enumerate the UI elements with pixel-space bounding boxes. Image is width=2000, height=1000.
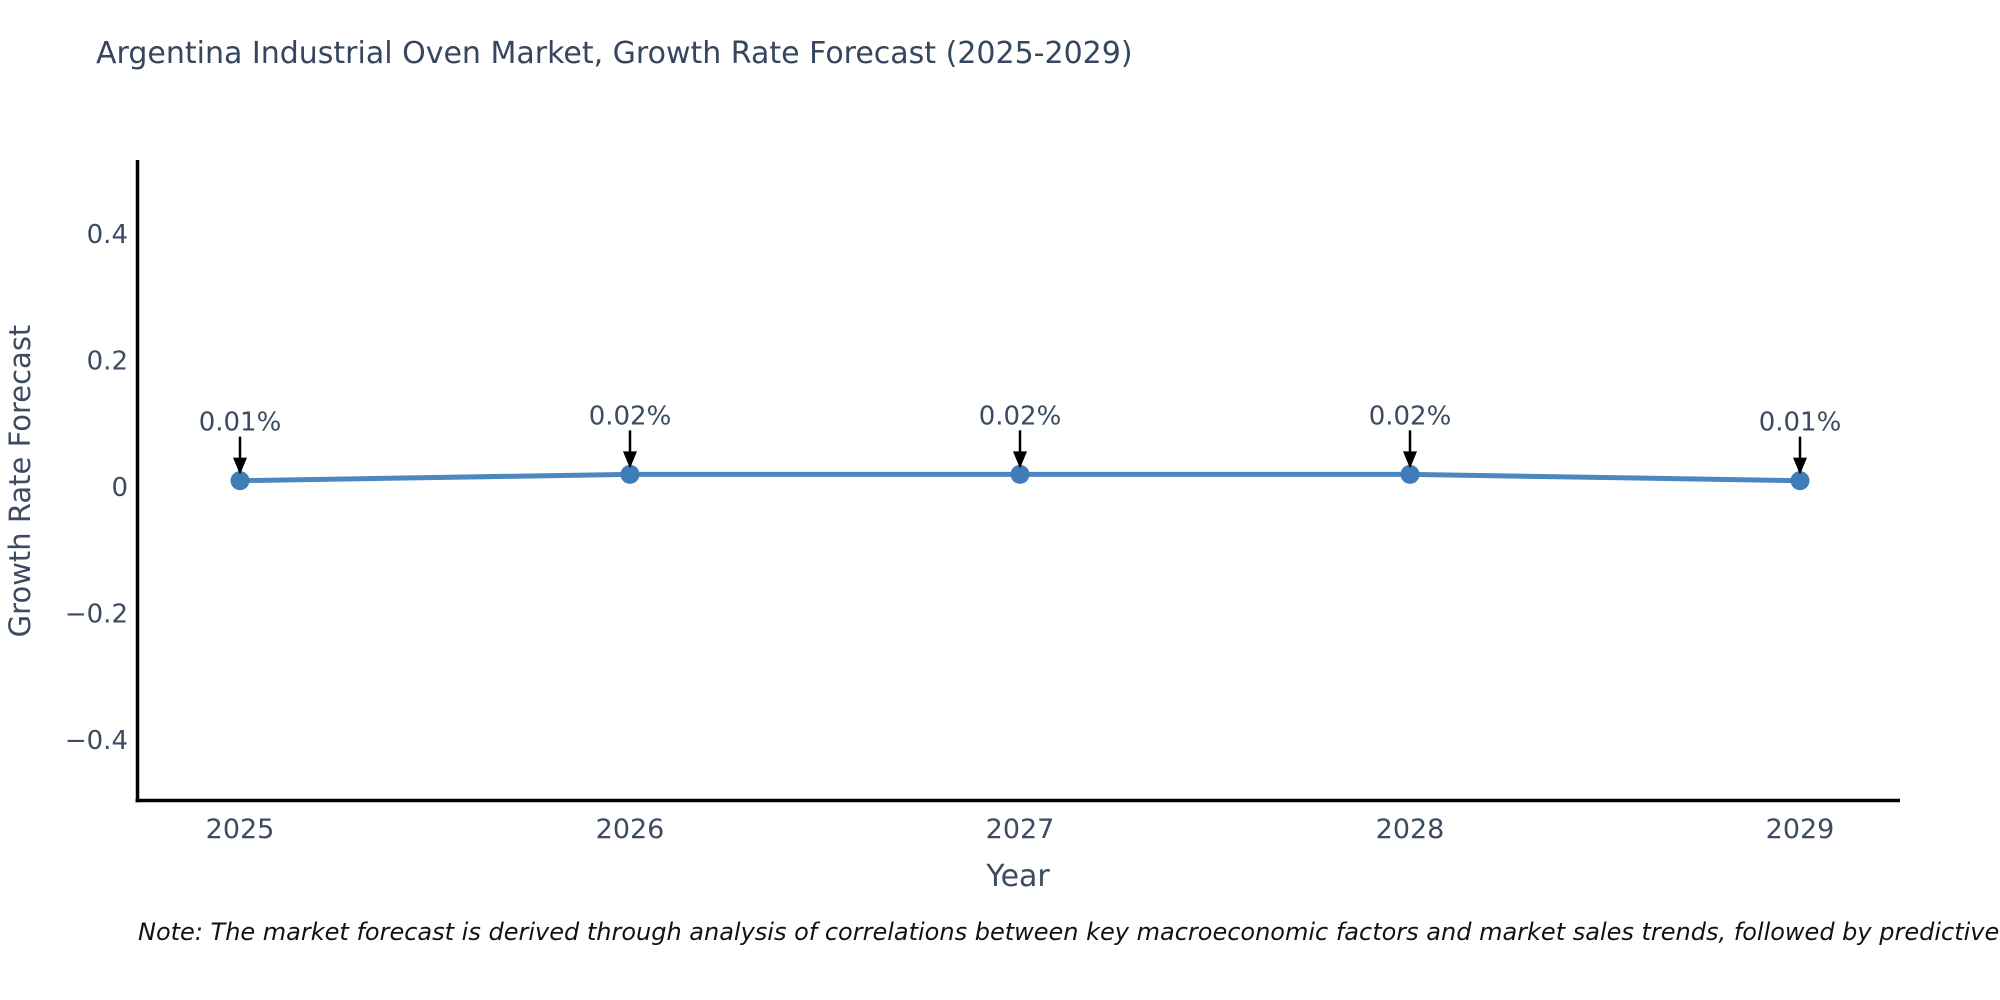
data-point-marker	[620, 464, 640, 484]
y-tick-label: −0.2	[65, 600, 128, 630]
x-tick-label: 2027	[986, 814, 1055, 845]
data-point-marker	[1400, 464, 1420, 484]
y-axis-title: Growth Rate Forecast	[3, 325, 37, 638]
point-value-label: 0.02%	[589, 401, 672, 431]
data-point-marker	[1790, 471, 1810, 491]
point-value-label: 0.02%	[979, 401, 1062, 431]
x-tick-label: 2028	[1376, 814, 1445, 845]
annotation-arrowhead-icon	[1013, 451, 1027, 469]
x-tick-label: 2029	[1766, 814, 1835, 845]
y-tick-label: −0.4	[65, 726, 128, 756]
x-tick-label: 2025	[206, 814, 275, 845]
annotation-arrowhead-icon	[1403, 451, 1417, 469]
annotation-arrowhead-icon	[623, 451, 637, 469]
point-value-label: 0.01%	[1759, 408, 1842, 438]
point-value-label: 0.02%	[1369, 401, 1452, 431]
point-value-label: 0.01%	[199, 408, 282, 438]
y-tick-label: 0.2	[87, 347, 128, 377]
data-point-marker	[230, 471, 250, 491]
chart-title: Argentina Industrial Oven Market, Growth…	[96, 36, 1133, 71]
x-axis-title: Year	[985, 859, 1050, 894]
footnote-text: Note: The market forecast is derived thr…	[138, 918, 2000, 946]
annotation-arrowhead-icon	[1793, 457, 1807, 475]
x-tick-label: 2026	[596, 814, 665, 845]
y-tick-label: 0	[111, 473, 128, 503]
data-point-marker	[1010, 464, 1030, 484]
annotation-arrowhead-icon	[233, 457, 247, 475]
y-tick-label: 0.4	[87, 220, 128, 250]
